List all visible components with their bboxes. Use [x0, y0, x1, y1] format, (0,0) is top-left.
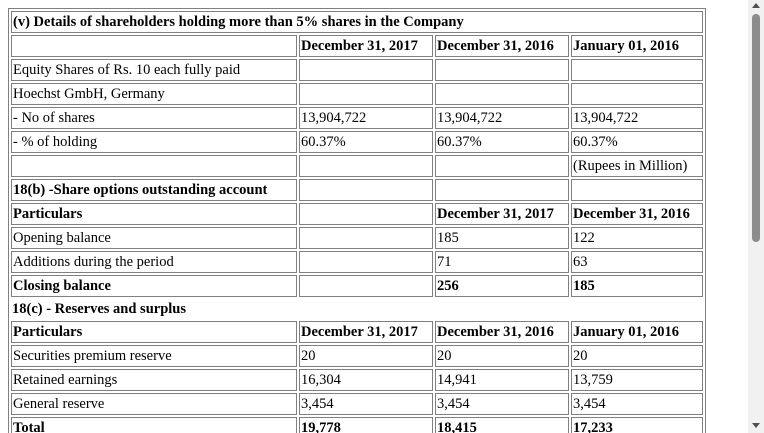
value-cell: [299, 59, 433, 81]
value-cell: [571, 179, 703, 201]
value-cell: [435, 299, 569, 319]
value-cell: 13,904,722: [299, 107, 433, 129]
table-row: Hoechst GmbH, Germany: [11, 83, 703, 105]
value-cell: [571, 299, 703, 319]
value-cell: 60.37%: [435, 131, 569, 153]
row-label-cell: 18(b) -Share options outstanding account: [11, 179, 297, 201]
value-cell: [299, 203, 433, 225]
value-cell: 20: [299, 345, 433, 367]
value-cell: 13,904,722: [571, 107, 703, 129]
table-row: Equity Shares of Rs. 10 each fully paid: [11, 59, 703, 81]
value-cell: [299, 251, 433, 273]
value-cell: 60.37%: [571, 131, 703, 153]
table-row: (Rupees in Million): [11, 155, 703, 177]
value-cell: 63: [571, 251, 703, 273]
value-cell: [435, 155, 569, 177]
table-row: Additions during the period 71 63: [11, 251, 703, 273]
scroll-down-arrow-icon[interactable]: [752, 423, 760, 428]
section-title: (v) Details of shareholders holding more…: [11, 11, 703, 33]
row-label-cell: Retained earnings: [11, 369, 297, 391]
value-cell: 20: [571, 345, 703, 367]
value-cell: [299, 299, 433, 319]
row-label-cell: - % of holding: [11, 131, 297, 153]
row-label-cell: Opening balance: [11, 227, 297, 249]
value-cell: 60.37%: [299, 131, 433, 153]
value-cell: [435, 83, 569, 105]
value-cell: 3,454: [571, 393, 703, 415]
row-label-cell: [11, 155, 297, 177]
value-cell: 19,778: [299, 417, 433, 433]
table-row: Securities premium reserve 20 20 20: [11, 345, 703, 367]
value-cell: 3,454: [435, 393, 569, 415]
table-row: 18(c) - Reserves and surplus: [11, 299, 703, 319]
value-cell: 185: [571, 275, 703, 297]
row-label-cell: Hoechst GmbH, Germany: [11, 83, 297, 105]
value-cell: [299, 227, 433, 249]
value-cell: 18,415: [435, 417, 569, 433]
value-cell: [299, 83, 433, 105]
table-row: Particulars December 31, 2017 December 31,…: [11, 321, 703, 343]
value-cell: December 31, 2016: [435, 35, 569, 57]
row-label-cell: General reserve: [11, 393, 297, 415]
value-cell: 256: [435, 275, 569, 297]
value-cell: December 31, 2016: [571, 203, 703, 225]
value-cell: January 01, 2016: [571, 321, 703, 343]
row-label-cell: Total: [11, 417, 297, 433]
table-row: - No of shares 13,904,722 13,904,722 13,904…: [11, 107, 703, 129]
table-row: Retained earnings 16,304 14,941 13,759: [11, 369, 703, 391]
value-cell: 3,454: [299, 393, 433, 415]
row-label-cell: Particulars: [11, 203, 297, 225]
value-cell: 20: [435, 345, 569, 367]
value-cell: [299, 179, 433, 201]
row-label-cell: Additions during the period: [11, 251, 297, 273]
value-cell: 122: [571, 227, 703, 249]
vertical-scrollbar[interactable]: [748, 0, 764, 433]
value-cell: December 31, 2017: [299, 35, 433, 57]
row-label-cell: 18(c) - Reserves and surplus: [12, 301, 186, 317]
value-cell: 16,304: [299, 369, 433, 391]
scroll-up-arrow-icon[interactable]: [752, 3, 760, 8]
value-cell: January 01, 2016: [571, 35, 703, 57]
table-row: - % of holding 60.37% 60.37% 60.37%: [11, 131, 703, 153]
table-row: Particulars December 31, 2017 December 31,…: [11, 203, 703, 225]
row-label-cell: Securities premium reserve: [11, 345, 297, 367]
value-cell: [299, 275, 433, 297]
value-cell: [299, 155, 433, 177]
value-cell: December 31, 2017: [299, 321, 433, 343]
value-cell: December 31, 2016: [435, 321, 569, 343]
value-cell: (Rupees in Million): [571, 155, 703, 177]
shareholders-reserves-table: (v) Details of shareholders holding more…: [8, 8, 706, 433]
value-cell: 13,759: [571, 369, 703, 391]
table-row: December 31, 2017 December 31, 2016 Januar…: [11, 35, 703, 57]
table-row: Total 19,778 18,415 17,233: [11, 417, 703, 433]
value-cell: December 31, 2017: [435, 203, 569, 225]
value-cell: 13,904,722: [435, 107, 569, 129]
document-viewport: (v) Details of shareholders holding more…: [8, 8, 706, 433]
table-row: Opening balance 185 122: [11, 227, 703, 249]
value-cell: [435, 59, 569, 81]
value-cell: [571, 59, 703, 81]
row-label-cell: Closing balance: [11, 275, 297, 297]
table-row: General reserve 3,454 3,454 3,454: [11, 393, 703, 415]
value-cell: 17,233: [571, 417, 703, 433]
scrollbar-thumb[interactable]: [752, 14, 760, 242]
row-label-cell: [11, 35, 297, 57]
value-cell: 185: [435, 227, 569, 249]
row-label-cell: Equity Shares of Rs. 10 each fully paid: [11, 59, 297, 81]
table-row: (v) Details of shareholders holding more…: [11, 11, 703, 33]
table-row: 18(b) -Share options outstanding account: [11, 179, 703, 201]
value-cell: [571, 83, 703, 105]
table-row: Closing balance 256 185: [11, 275, 703, 297]
value-cell: 14,941: [435, 369, 569, 391]
value-cell: [435, 179, 569, 201]
row-label-cell: Particulars: [11, 321, 297, 343]
row-label-cell: - No of shares: [11, 107, 297, 129]
value-cell: 71: [435, 251, 569, 273]
